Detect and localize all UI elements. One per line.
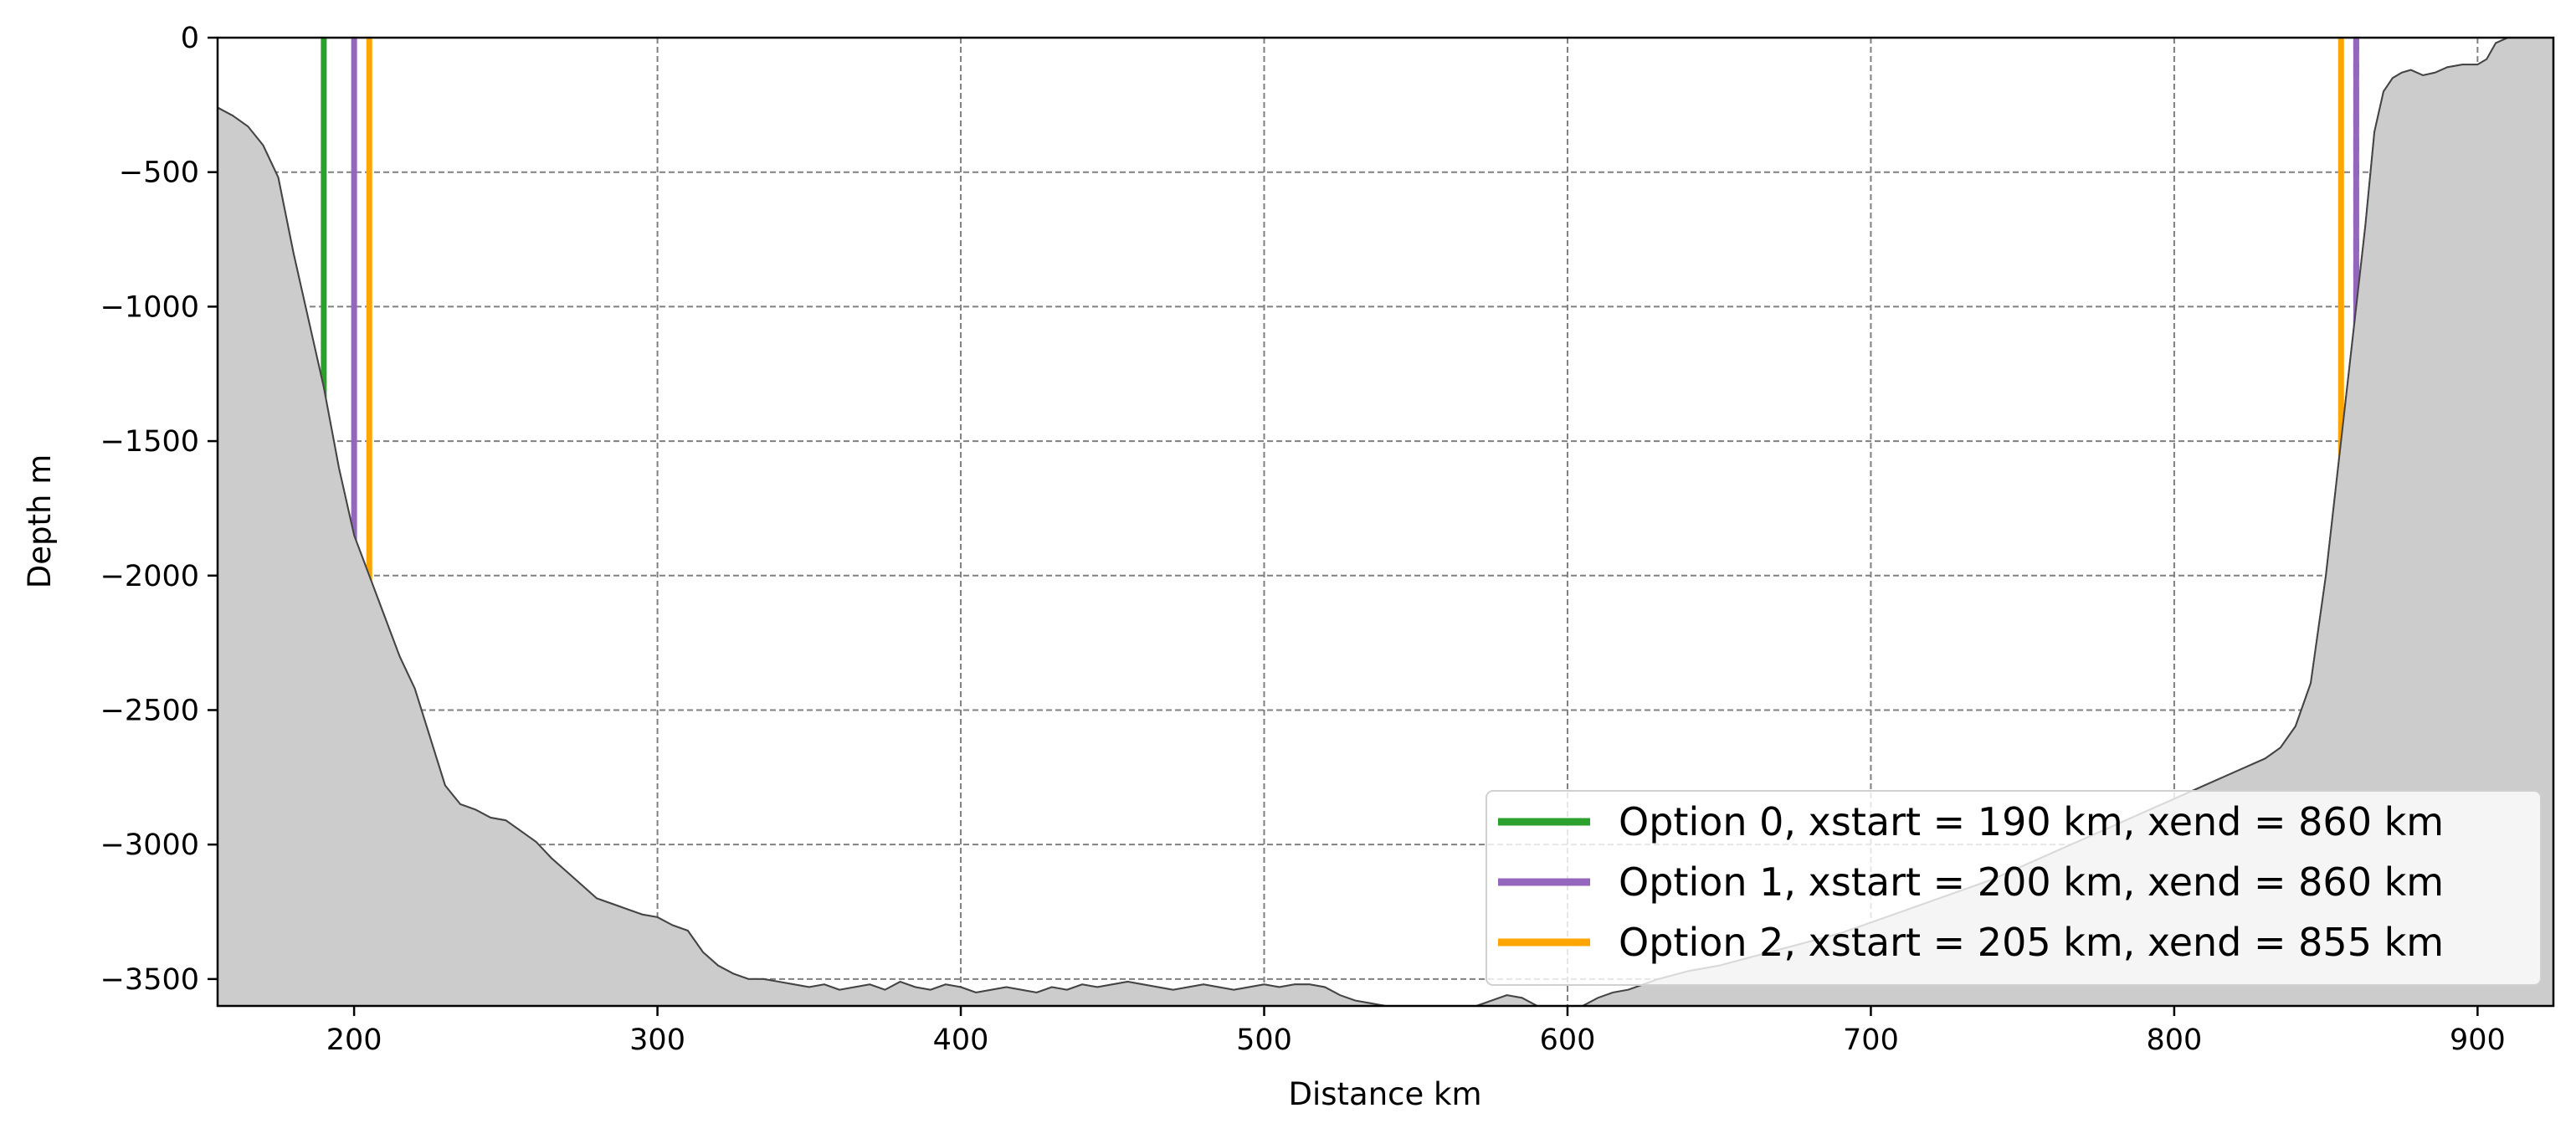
y-tick-label: −3500 bbox=[100, 963, 199, 997]
x-tick-label: 900 bbox=[2450, 1024, 2506, 1057]
y-tick-label: −2000 bbox=[100, 560, 199, 593]
y-tick-label: −1500 bbox=[100, 425, 199, 459]
x-tick-label: 400 bbox=[933, 1024, 989, 1057]
bathymetry-overlay-outline bbox=[218, 38, 2553, 1006]
legend-box bbox=[1486, 790, 2542, 986]
y-tick-label: 0 bbox=[181, 22, 199, 55]
legend: Option 0, xstart = 190 km, xend = 860 km… bbox=[1486, 790, 2542, 986]
legend-label-2: Option 2, xstart = 205 km, xend = 855 km bbox=[1619, 920, 2444, 965]
x-tick-label: 200 bbox=[326, 1024, 382, 1057]
axes bbox=[216, 36, 2555, 1008]
y-tick-label: −2500 bbox=[100, 694, 199, 727]
y-tick-label: −3000 bbox=[100, 829, 199, 862]
x-tick-label: 800 bbox=[2147, 1024, 2203, 1057]
y-tick-label: −500 bbox=[119, 156, 199, 190]
y-axis-label: Depth m bbox=[22, 454, 58, 589]
y-tick-label: −1000 bbox=[100, 290, 199, 324]
plot-frame bbox=[216, 36, 2555, 1008]
x-axis-label: Distance km bbox=[1288, 1076, 1481, 1112]
x-tick-label: 500 bbox=[1236, 1024, 1292, 1057]
x-tick-label: 600 bbox=[1540, 1024, 1596, 1057]
legend-label-0: Option 0, xstart = 190 km, xend = 860 km bbox=[1619, 799, 2444, 844]
x-axis-ticks: 200 300 400 500 600 700 800 900 bbox=[326, 1006, 2506, 1057]
legend-label-1: Option 1, xstart = 200 km, xend = 860 km bbox=[1619, 859, 2444, 905]
x-tick-label: 300 bbox=[629, 1024, 685, 1057]
y-axis-ticks: 0 −500 −1000 −1500 −2000 −2500 −3000 −3500 bbox=[100, 22, 218, 997]
x-tick-label: 700 bbox=[1843, 1024, 1899, 1057]
